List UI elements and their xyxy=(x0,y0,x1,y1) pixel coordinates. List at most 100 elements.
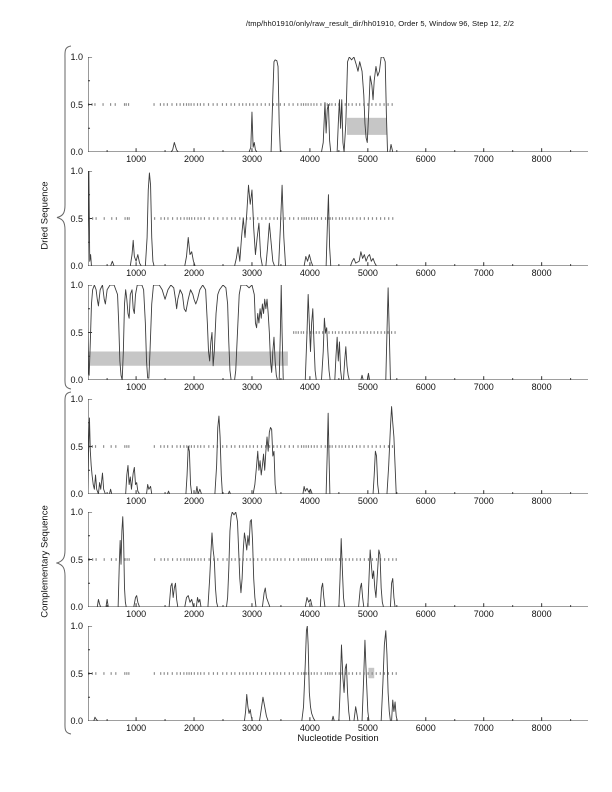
marker-dash xyxy=(212,445,215,448)
marker-dash xyxy=(300,672,303,675)
x-tick-label: 7000 xyxy=(473,609,494,619)
marker-dash xyxy=(163,672,165,675)
marker-dash xyxy=(200,672,202,675)
marker-dash xyxy=(280,445,282,448)
marker-dash xyxy=(344,103,346,106)
panel-complementary-2: 1.0 0.5 0.0 1000 2000 3000 4000 5000 6000 7000 80… xyxy=(0,507,612,622)
marker-dash xyxy=(292,672,294,675)
marker-dash xyxy=(295,331,297,334)
marker-dash xyxy=(338,672,340,675)
y-tick-label: 0.5 xyxy=(70,213,83,224)
marker-dash xyxy=(355,672,358,675)
x-tick-label: 4000 xyxy=(299,723,320,733)
marker-dash xyxy=(234,103,236,106)
x-axis-tick-labels: 1000 2000 3000 4000 5000 6000 7000 8000 xyxy=(88,607,588,620)
y-tick-label: 0.5 xyxy=(70,554,83,565)
marker-dash xyxy=(103,217,105,220)
marker-dash xyxy=(217,558,219,561)
marker-dash xyxy=(193,672,195,675)
marker-dash xyxy=(303,672,305,675)
marker-dash xyxy=(188,672,190,675)
marker-dash xyxy=(242,672,244,675)
marker-dash xyxy=(207,103,210,106)
y-axis-tick-labels: 1.0 0.5 0.0 xyxy=(58,280,85,385)
marker-dash xyxy=(231,558,233,561)
marker-dash xyxy=(212,103,214,106)
y-tick-label: 1.0 xyxy=(70,621,83,631)
marker-dash xyxy=(380,331,382,334)
y-tick-label: 1.0 xyxy=(70,52,83,62)
marker-dash xyxy=(153,103,155,106)
marker-dash xyxy=(344,445,347,448)
marker-dash xyxy=(115,445,117,448)
x-tick-label: 4000 xyxy=(299,609,320,619)
marker-dash xyxy=(128,558,130,561)
marker-dash xyxy=(200,558,202,561)
marker-dash xyxy=(268,103,270,106)
signal-curve xyxy=(88,626,588,721)
y-axis-tick-labels: 1.0 0.5 0.0 xyxy=(58,394,85,499)
marker-dash xyxy=(226,558,228,561)
marker-dash xyxy=(94,103,96,106)
marker-dash xyxy=(234,445,236,448)
marker-dash xyxy=(371,217,374,220)
marker-dash xyxy=(288,445,290,448)
marker-dash xyxy=(252,672,254,675)
marker-dash xyxy=(305,672,307,675)
marker-dash xyxy=(348,558,350,561)
marker-dash xyxy=(239,217,241,220)
marker-dash xyxy=(127,103,130,106)
y-axis-tick-labels: 1.0 0.5 0.0 xyxy=(58,166,85,271)
marker-dash xyxy=(276,103,278,106)
marker-dash xyxy=(289,217,291,220)
marker-dash xyxy=(249,558,251,561)
marker-dash xyxy=(300,331,302,334)
marker-dash xyxy=(190,445,192,448)
x-axis-tick-labels: 1000 2000 3000 4000 5000 6000 7000 8000 xyxy=(88,266,588,279)
marker-dash xyxy=(288,672,290,675)
marker-dash xyxy=(300,103,302,106)
marker-dash xyxy=(384,558,386,561)
marker-dash xyxy=(341,331,343,334)
marker-dash xyxy=(316,103,318,106)
marker-dash xyxy=(310,103,312,106)
x-tick-label: 4000 xyxy=(299,496,320,506)
marker-dash xyxy=(115,217,117,220)
marker-dash xyxy=(331,103,333,106)
marker-dash xyxy=(351,103,353,106)
marker-dash xyxy=(338,558,341,561)
marker-dash xyxy=(335,217,337,220)
plot-complementary-2 xyxy=(88,512,588,607)
x-tick-label: 4000 xyxy=(299,154,320,164)
plot-dried-1 xyxy=(88,57,588,152)
marker-dash xyxy=(238,445,241,448)
marker-dash xyxy=(387,672,389,675)
marker-dash xyxy=(154,217,156,220)
marker-dash xyxy=(111,217,113,220)
x-tick-label: 8000 xyxy=(531,609,552,619)
marker-dash xyxy=(320,445,322,448)
marker-dash xyxy=(324,217,327,220)
marker-dash xyxy=(329,103,331,106)
marker-dash xyxy=(110,103,112,106)
marker-dash xyxy=(222,672,224,675)
marker-dash xyxy=(186,558,188,561)
marker-dash xyxy=(395,558,397,561)
marker-dash xyxy=(160,445,162,448)
marker-dash xyxy=(222,217,224,220)
marker-dash xyxy=(264,445,267,448)
marker-dash xyxy=(199,103,201,106)
marker-dash xyxy=(167,445,169,448)
marker-dash xyxy=(123,103,126,106)
marker-dash xyxy=(315,331,317,334)
marker-dash xyxy=(334,331,336,334)
marker-dash xyxy=(395,672,397,675)
marker-dash xyxy=(249,445,251,448)
marker-dash xyxy=(379,672,381,675)
marker-dash xyxy=(194,558,196,561)
marker-dash xyxy=(328,331,330,334)
marker-dash xyxy=(163,103,165,106)
marker-dash xyxy=(316,672,318,675)
marker-dash xyxy=(230,445,232,448)
panel-dried-2: 1.0 0.5 0.0 1000 2000 3000 4000 5000 6000 7000 80… xyxy=(0,166,612,281)
